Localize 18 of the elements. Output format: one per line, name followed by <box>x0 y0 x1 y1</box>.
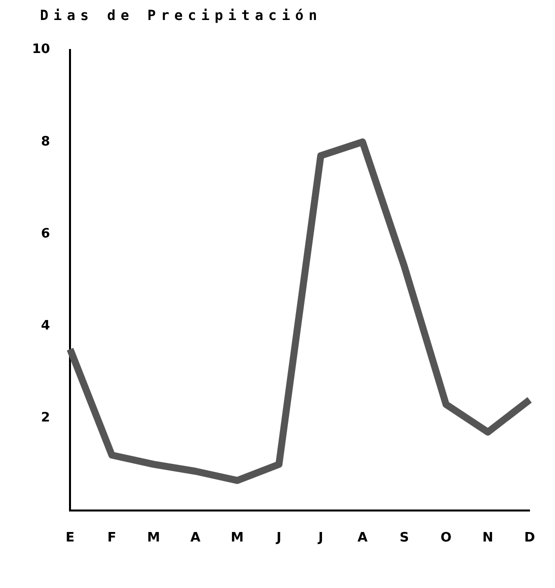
y-tick-label: 4 <box>41 318 50 334</box>
y-tick-label: 6 <box>41 226 50 242</box>
x-tick-label: D <box>524 530 536 546</box>
x-tick-label: N <box>482 530 494 546</box>
x-tick-label: J <box>276 530 282 546</box>
y-tick-label: 8 <box>41 134 50 150</box>
x-tick-label: A <box>357 530 368 546</box>
chart-title: Dias de Precipitación <box>40 8 324 26</box>
x-tick-label: E <box>66 530 75 546</box>
x-tick-label: M <box>230 530 244 546</box>
y-tick-label: 2 <box>41 410 50 426</box>
x-tick-label: M <box>147 530 160 546</box>
x-tick-label: F <box>107 530 116 546</box>
x-tick-label: J <box>317 530 324 546</box>
x-tick-label: S <box>400 530 409 546</box>
y-tick-label: 10 <box>32 42 50 58</box>
x-tick-label: A <box>190 530 200 546</box>
x-tick-label: O <box>440 530 452 546</box>
